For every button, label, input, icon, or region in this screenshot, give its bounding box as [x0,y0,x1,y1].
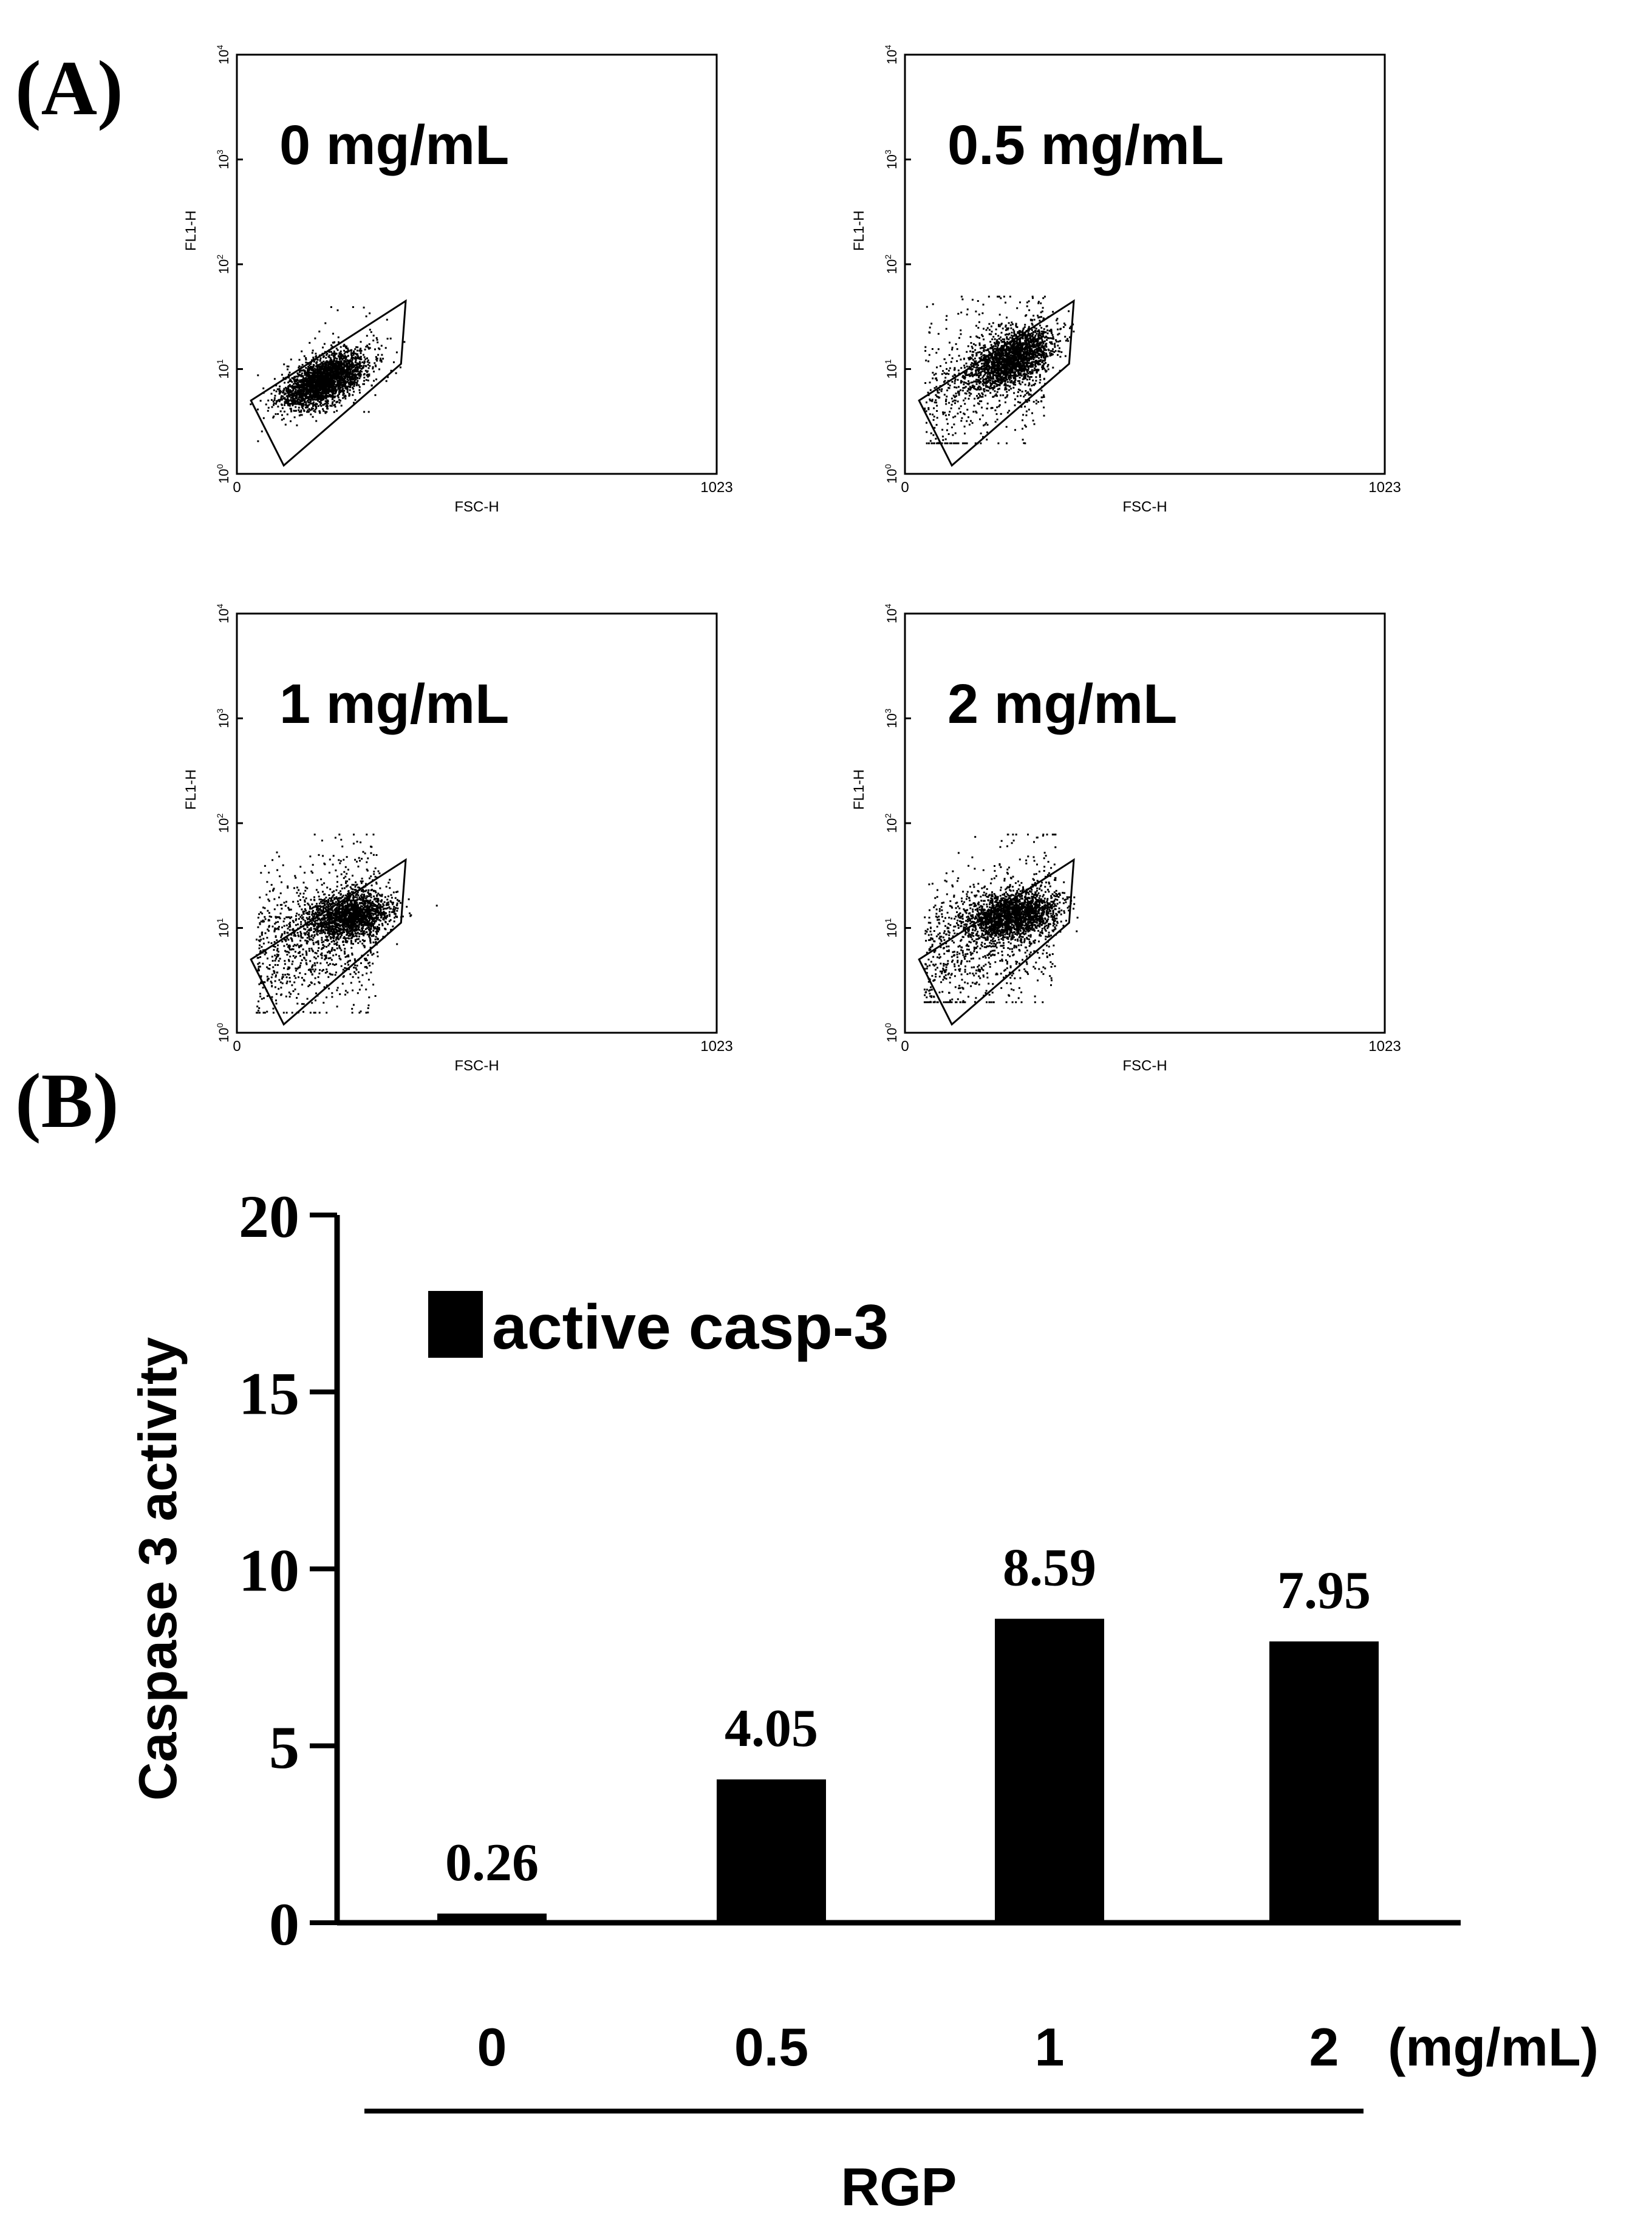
event-dots [923,833,1079,1004]
x-tick-label: 1023 [700,479,732,496]
bar-y-ticks: 0 5 10 15 20 [239,1183,337,1958]
y-tick-label: 101 [883,918,899,937]
y-tick-label: 102 [883,813,899,833]
y-tick-label: 102 [215,255,231,274]
y-tick-label: 104 [215,604,231,623]
y-axis-label: FL1-H [183,769,199,810]
bar-category-label: 0.5 [734,2017,808,2077]
x-axis-label: FSC-H [1122,499,1167,515]
y-tick-label: 100 [215,464,231,484]
x-tick-label: 1023 [1368,1038,1401,1055]
y-axis-label: FL1-H [183,210,199,251]
bar-value-label: 8.59 [1003,1539,1096,1598]
concentration-label: 1 mg/mL [279,673,509,735]
bar-1 [995,1618,1104,1923]
concentration-label: 2 mg/mL [947,673,1177,735]
bar-category-label: 0 [477,2017,507,2077]
x-tick-label: 0 [233,479,241,496]
gate-polygon [918,858,1075,1026]
y-tick-label: 100 [215,1023,231,1042]
legend-label: active casp-3 [492,1292,889,1363]
flow-plot-3: 100 101 102 103 104 0 1023 FSC-H FL1-H 2 mg/mL [851,604,1401,1074]
bar-y-tick-label: 10 [239,1537,299,1604]
bar-value-label: 7.95 [1277,1561,1371,1620]
bar-2 [1269,1641,1379,1923]
y-tick-label: 100 [883,1023,899,1042]
bar-y-tick-label: 5 [269,1714,299,1781]
x-tick-label: 0 [901,1038,909,1055]
y-tick-label: 101 [883,359,899,378]
x-axis-label: FSC-H [1122,1058,1167,1074]
flow-plot-2: 100 101 102 103 104 0 1023 FSC-H FL1-H 1 mg/mL [183,604,733,1074]
y-tick-label: 101 [215,359,231,378]
y-tick-label: 104 [883,604,899,623]
y-tick-label: 104 [883,45,899,64]
flow-plot-1: 100 101 102 103 104 0 1023 FSC-H FL1-H 0.5 mg/mL [851,45,1401,515]
panel-label-a: (A) [15,45,123,131]
panel-label-b: (B) [15,1058,119,1144]
bar-categories: 0 0.5 1 2 [477,2017,1339,2077]
x-axis-label: FSC-H [454,1058,499,1074]
gate-polygon [250,299,407,467]
y-tick-label: 104 [215,45,231,64]
y-tick-label: 101 [215,918,231,937]
flow-plot-0: 100 101 102 103 104 0 1023 FSC-H FL1-H 0 mg/mL [183,45,733,515]
x-tick-label: 1023 [700,1038,732,1055]
concentration-label: 0 mg/mL [279,114,509,176]
x-unit-label: (mg/mL) [1388,2017,1599,2077]
event-dots [256,833,438,1014]
concentration-label: 0.5 mg/mL [947,114,1224,176]
bar-y-tick-label: 15 [239,1360,299,1427]
bar-category-label: 2 [1309,2017,1339,2077]
x-tick-label: 0 [233,1038,241,1055]
y-tick-label: 102 [883,255,899,274]
y-axis-label: FL1-H [851,769,867,810]
x-axis-label: FSC-H [454,499,499,515]
legend-swatch [428,1291,483,1358]
bar-0 [437,1913,547,1923]
y-tick-label: 103 [883,708,899,728]
rgp-label: RGP [841,2157,957,2217]
x-tick-label: 1023 [1368,479,1401,496]
y-tick-label: 103 [215,149,231,169]
gate-polygon [918,299,1075,467]
y-tick-label: 103 [215,708,231,728]
x-tick-label: 0 [901,479,909,496]
bar-value-label: 0.26 [445,1833,539,1892]
bar-0.5 [717,1779,826,1923]
event-dots [924,295,1075,445]
y-axis-label: FL1-H [851,210,867,251]
bar-series: 0.26 4.05 8.59 7.95 [437,1539,1379,1923]
bar-y-axis-label: Caspase 3 activity [128,1337,188,1801]
gate-polygon [250,858,407,1026]
y-tick-label: 100 [883,464,899,484]
bar-y-tick-label: 20 [239,1183,299,1250]
bar-value-label: 4.05 [725,1699,818,1758]
bar-y-tick-label: 0 [269,1891,299,1958]
event-dots [250,306,406,442]
y-tick-label: 103 [883,149,899,169]
bar-category-label: 1 [1035,2017,1065,2077]
y-tick-label: 102 [215,813,231,833]
